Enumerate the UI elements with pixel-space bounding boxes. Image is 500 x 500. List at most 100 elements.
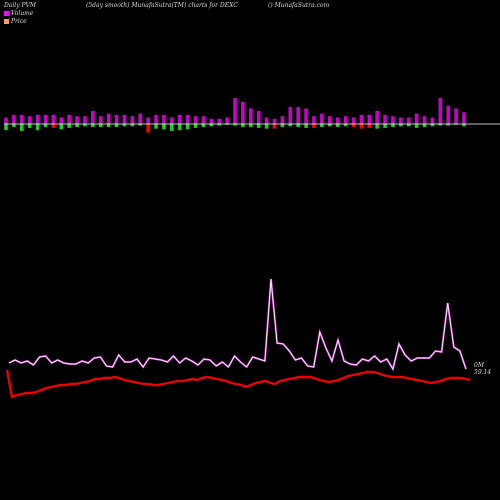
volume-bar-down <box>288 124 293 127</box>
volume-bar-up <box>367 114 372 124</box>
legend-item-volume: Volume <box>4 10 33 17</box>
volume-bar-up <box>256 111 261 124</box>
volume-bar-up <box>335 117 340 124</box>
volume-bar-down <box>406 124 411 127</box>
volume-bar-up <box>193 116 198 124</box>
volume-bar-down <box>91 124 95 128</box>
volume-bar-up <box>98 116 103 124</box>
volume-bar-down <box>327 124 332 127</box>
volume-bar-up <box>406 117 411 124</box>
volume-bar-up <box>399 117 403 124</box>
volume-bar-down <box>343 124 348 127</box>
volume-bar-up <box>241 101 245 124</box>
volume-bar-up <box>462 112 466 124</box>
volume-bar-up <box>454 108 458 124</box>
volume-bar-up <box>59 117 64 124</box>
price-end-label: 59.14 <box>474 369 491 376</box>
volume-bar-up <box>430 117 435 124</box>
volume-bar-down <box>193 124 198 128</box>
volume-bar-down <box>462 124 466 127</box>
volume-bar-down <box>391 124 395 128</box>
volume-bar-down <box>43 124 48 128</box>
volume-bar-down <box>209 124 214 127</box>
volume-bar-up <box>438 98 443 124</box>
volume-bars <box>4 98 466 133</box>
volume-bar-up <box>296 107 300 124</box>
volume-bar-down <box>272 124 277 129</box>
volume-bar-up <box>201 116 206 124</box>
volume-bar-down <box>4 124 8 131</box>
volume-line-highlight <box>8 278 467 371</box>
volume-bar-up <box>170 117 174 124</box>
volume-bar-up <box>446 105 451 124</box>
volume-bar-down <box>335 124 340 128</box>
volume-bar-up <box>67 114 71 124</box>
volume-bar-down <box>122 124 127 127</box>
volume-bar-up <box>288 107 293 124</box>
volume-bar-up <box>272 118 277 124</box>
volume-bar-up <box>414 113 419 124</box>
volume-bar-up <box>154 114 158 124</box>
volume-bar-down <box>256 124 261 128</box>
volume-bar-down <box>320 124 324 128</box>
volume-bar-up <box>4 117 8 124</box>
volume-bar-up <box>343 116 348 124</box>
volume-bar-down <box>27 124 32 128</box>
volume-bar-up <box>264 117 269 124</box>
volume-bar-up <box>383 114 387 124</box>
volume-bar-down <box>67 124 71 128</box>
volume-bar-down <box>106 124 111 128</box>
volume-bar-up <box>130 116 135 124</box>
volume-bar-down <box>367 124 372 128</box>
volume-bar-up <box>225 117 229 124</box>
volume-bar-down <box>359 124 364 129</box>
volume-bar-down <box>162 124 166 130</box>
volume-bar-down <box>304 124 308 128</box>
legend-swatch-price <box>4 19 9 24</box>
volume-bar-down <box>375 124 379 129</box>
volume-bar-up <box>422 116 427 124</box>
volume-bar-down <box>312 124 316 128</box>
volume-bar-up <box>83 116 87 124</box>
volume-bar-down <box>35 124 40 131</box>
volume-bar-up <box>138 113 143 124</box>
volume-bar-down <box>241 124 245 128</box>
volume-bar-down <box>19 124 24 132</box>
volume-bar-up <box>106 113 111 124</box>
volume-bar-up <box>162 114 166 124</box>
volume-bar-down <box>248 124 253 128</box>
volume-bar-down <box>170 124 174 132</box>
volume-bar-up <box>185 114 190 124</box>
volume-bar-up <box>351 117 356 124</box>
volume-bar-down <box>280 124 285 128</box>
volume-bar-down <box>75 124 79 128</box>
volume-bar-up <box>280 116 285 124</box>
volume-bar-up <box>19 114 24 124</box>
volume-bar-down <box>446 124 451 126</box>
volume-end-label: 0M <box>474 362 485 369</box>
volume-bar-down <box>201 124 206 128</box>
volume-bar-up <box>312 116 316 124</box>
volume-bar-down <box>351 124 356 128</box>
volume-bar-down <box>83 124 87 127</box>
volume-bar-up <box>327 116 332 124</box>
volume-bar-up <box>248 108 253 124</box>
volume-bar-up <box>51 114 56 124</box>
legend-label-price: Price <box>11 18 27 25</box>
chart-title-source: () MunafaSutra.com <box>268 2 330 9</box>
volume-bar-up <box>304 108 308 124</box>
volume-bar-down <box>296 124 300 128</box>
volume-bar-down <box>438 124 443 126</box>
volume-bar-down <box>430 124 435 127</box>
legend-label-volume: Volume <box>11 10 34 17</box>
volume-bar-up <box>177 114 182 124</box>
legend-item-price: Price <box>4 18 27 25</box>
chart-title-left: Daily PVM <box>4 2 37 9</box>
volume-bar-down <box>217 124 222 126</box>
volume-bar-up <box>114 114 119 124</box>
volume-bar-down <box>12 124 16 128</box>
volume-bar-down <box>51 124 56 128</box>
volume-bar-down <box>185 124 190 130</box>
legend-swatch-volume <box>4 11 9 16</box>
